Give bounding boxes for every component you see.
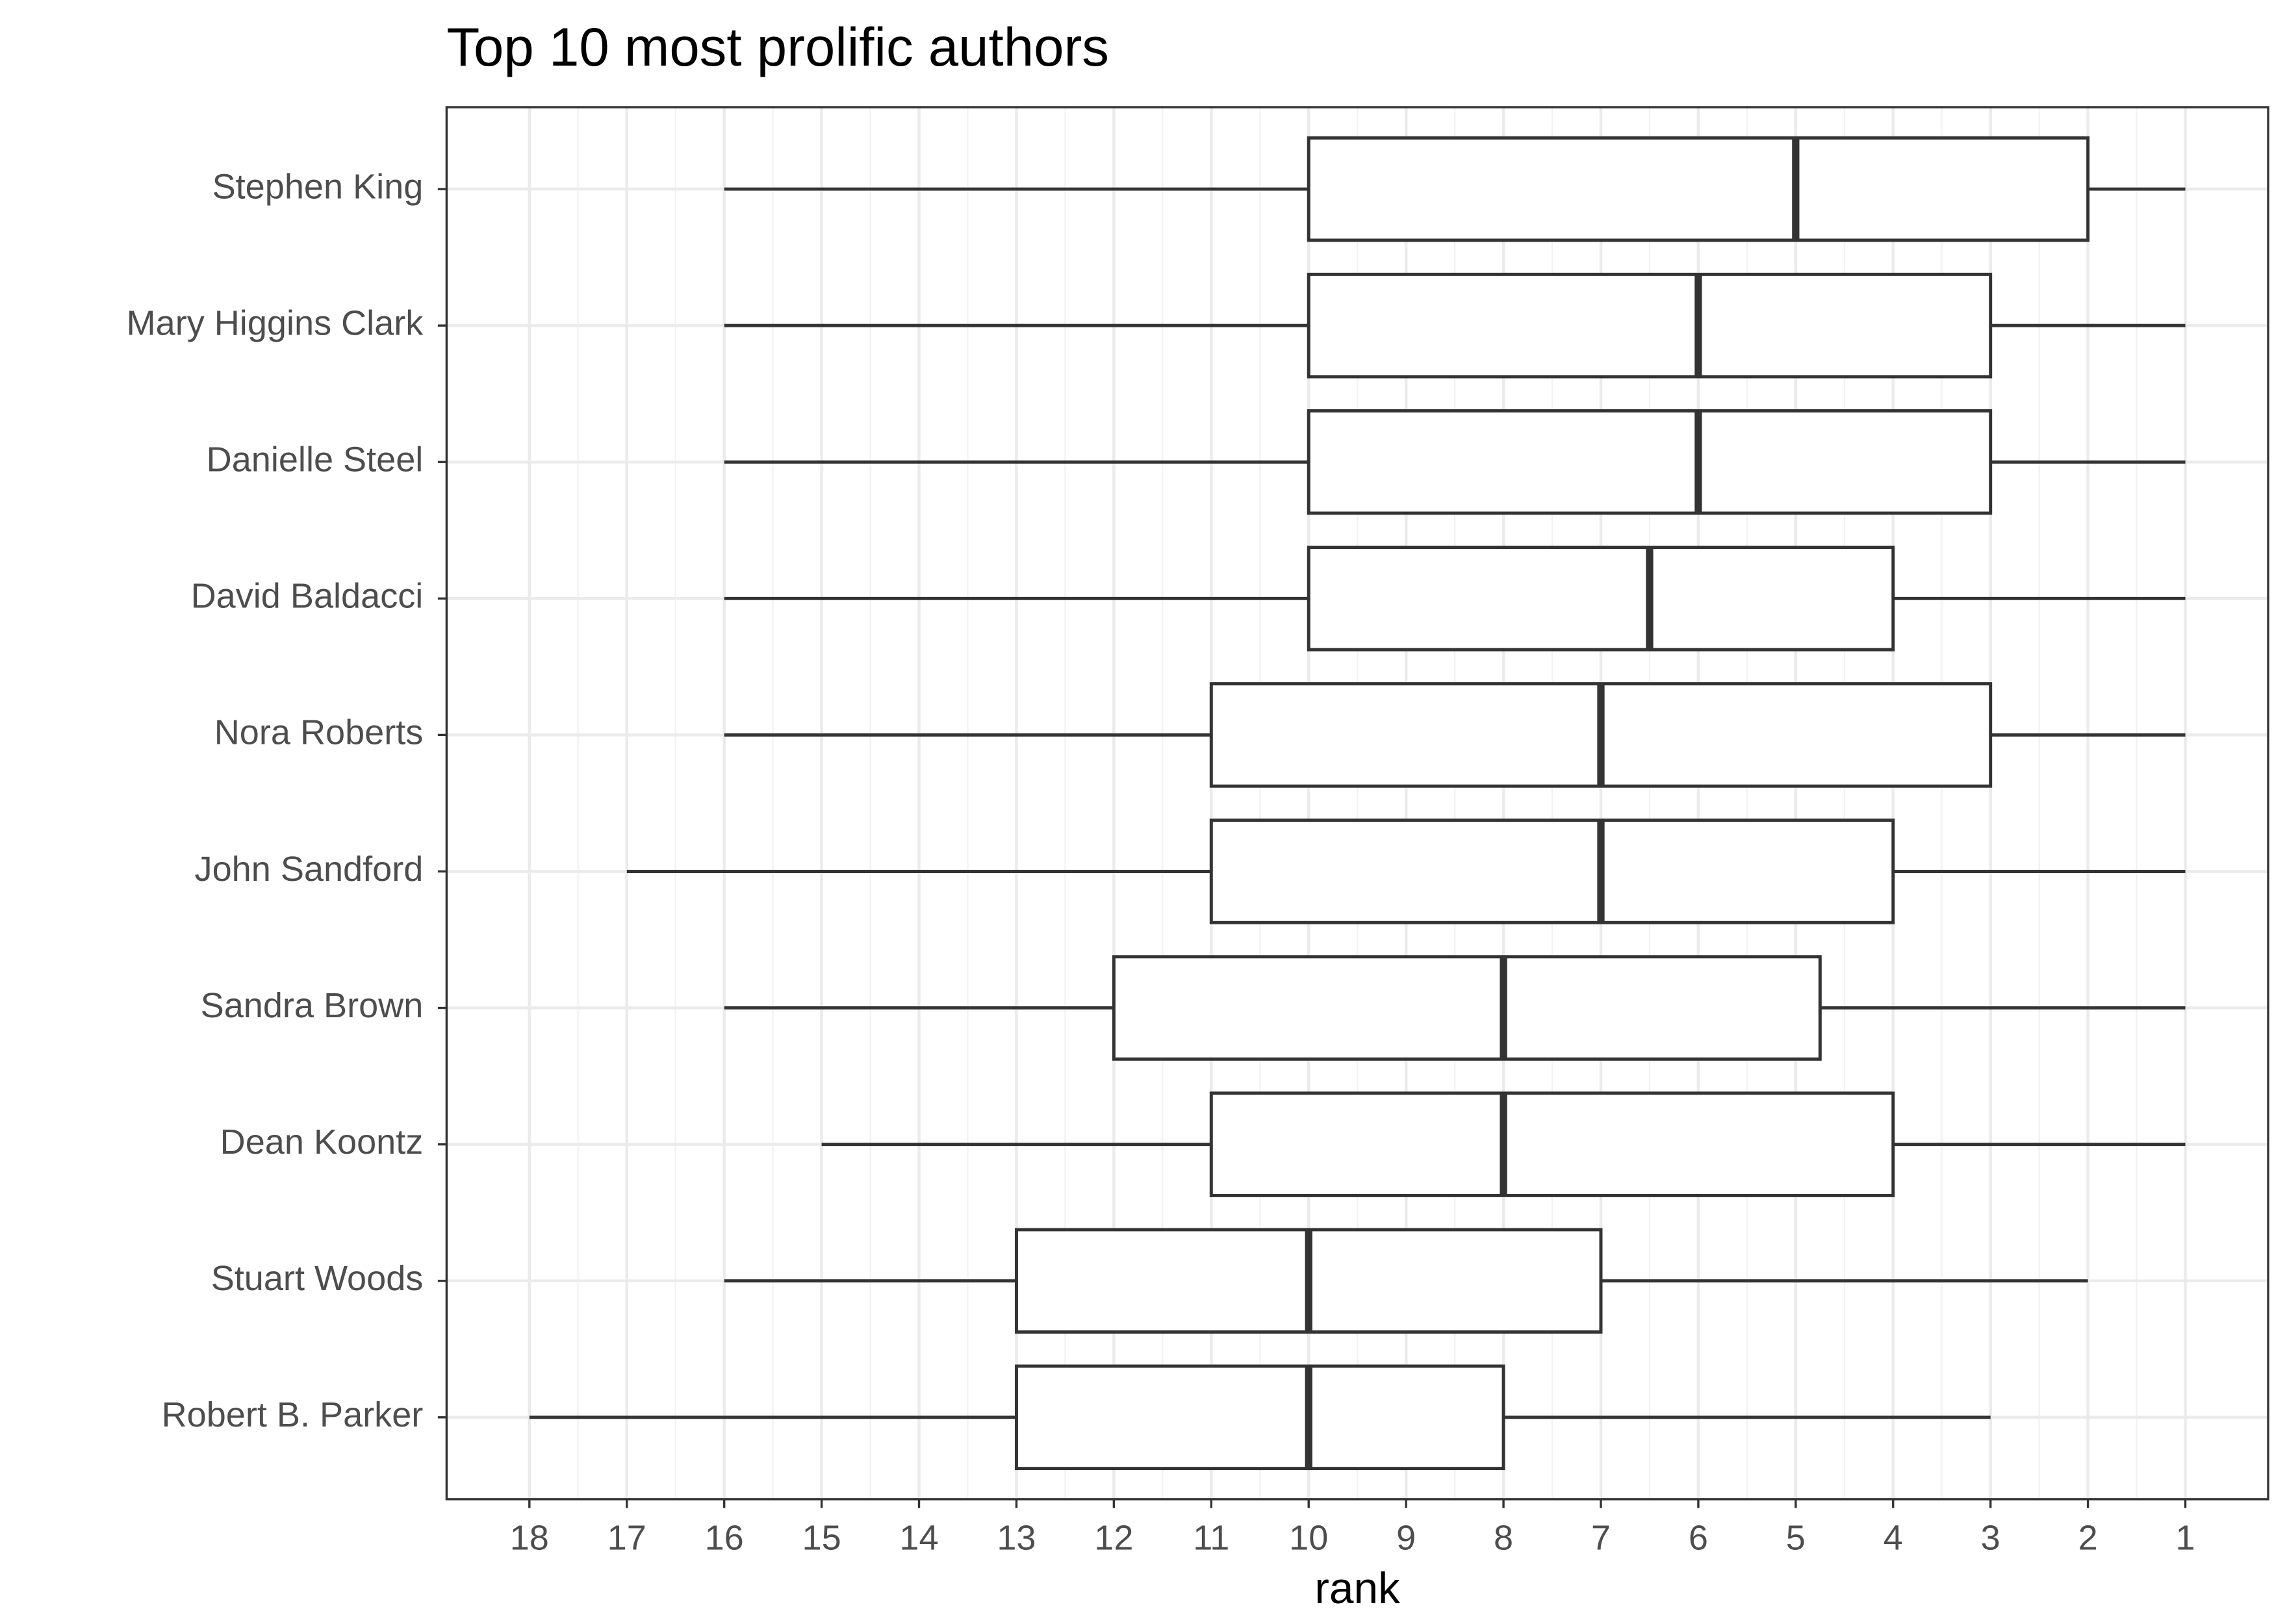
y-tick-label: John Sandford xyxy=(195,850,424,889)
x-tick-label: 2 xyxy=(2078,1518,2098,1557)
box xyxy=(1307,136,2090,242)
panel-border xyxy=(445,106,2269,1501)
x-tick-label: 8 xyxy=(1494,1518,1513,1557)
x-tick-label: 10 xyxy=(1289,1518,1328,1557)
y-tick-label: Stuart Woods xyxy=(211,1259,424,1298)
chart-title: Top 10 most prolific authors xyxy=(446,16,1109,77)
x-tick-label: 13 xyxy=(997,1518,1036,1557)
x-tick-label: 6 xyxy=(1689,1518,1708,1557)
x-tick-label: 7 xyxy=(1591,1518,1611,1557)
box xyxy=(1014,1364,1505,1471)
x-tick-label: 15 xyxy=(802,1518,841,1557)
box xyxy=(1209,818,1895,924)
x-tick-label: 1 xyxy=(2176,1518,2195,1557)
x-tick-label: 16 xyxy=(705,1518,744,1557)
y-tick-label: Dean Koontz xyxy=(220,1123,424,1161)
box xyxy=(1209,1091,1895,1197)
y-tick-label: Sandra Brown xyxy=(201,986,424,1025)
x-tick-label: 3 xyxy=(1981,1518,2000,1557)
box xyxy=(1112,955,1822,1061)
x-tick-label: 4 xyxy=(1884,1518,1903,1557)
box xyxy=(1307,546,1895,652)
x-tick-label: 12 xyxy=(1094,1518,1133,1557)
y-tick-label: Nora Roberts xyxy=(214,713,424,752)
box xyxy=(1307,409,1993,515)
x-tick-label: 11 xyxy=(1193,1518,1229,1557)
y-tick-label: Mary Higgins Clark xyxy=(127,303,424,342)
x-tick-label: 5 xyxy=(1786,1518,1806,1557)
x-tick-label: 17 xyxy=(607,1518,646,1557)
y-tick-label: Robert B. Parker xyxy=(162,1395,424,1434)
x-tick-label: 14 xyxy=(899,1518,938,1557)
y-tick-label: Danielle Steel xyxy=(207,440,424,479)
y-tick-label: David Baldacci xyxy=(191,577,424,616)
box xyxy=(1307,272,1993,379)
x-axis-title: rank xyxy=(1314,1564,1400,1613)
x-tick-label: 9 xyxy=(1396,1518,1416,1557)
y-tick-label: Stephen King xyxy=(212,167,424,206)
x-tick-label: 18 xyxy=(510,1518,549,1557)
